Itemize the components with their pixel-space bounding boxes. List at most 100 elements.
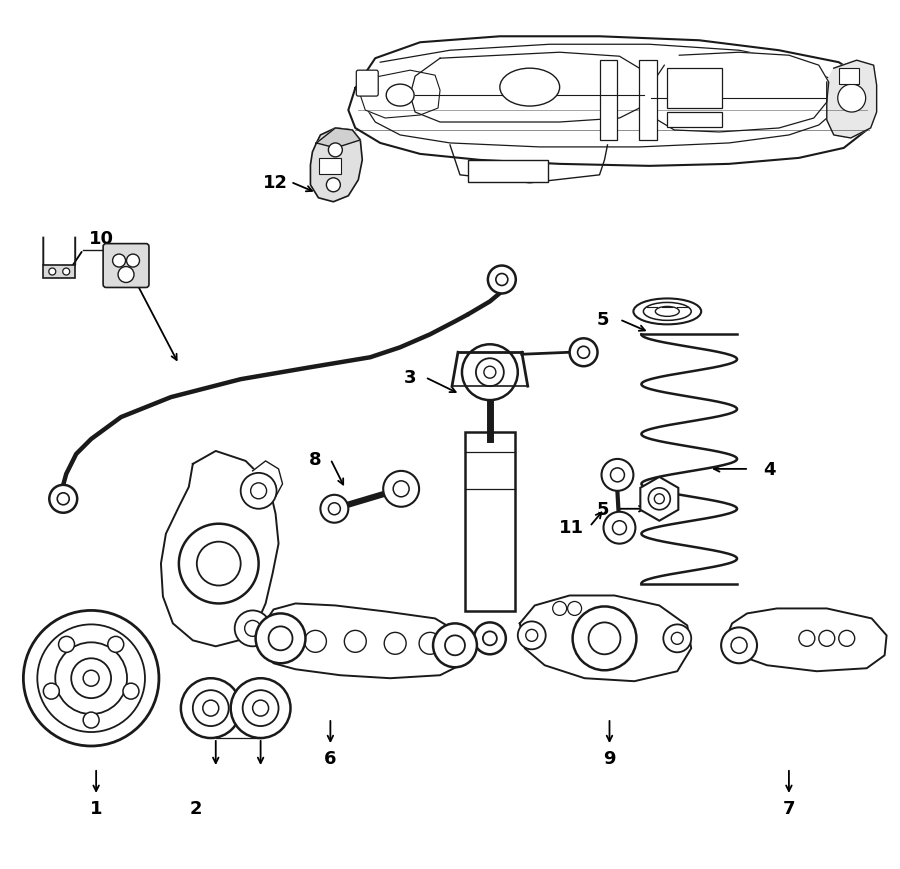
- Polygon shape: [827, 61, 877, 139]
- Circle shape: [256, 614, 305, 664]
- Circle shape: [721, 627, 757, 664]
- Circle shape: [328, 143, 342, 157]
- Circle shape: [108, 637, 123, 653]
- Bar: [839, 70, 859, 85]
- Polygon shape: [652, 53, 829, 133]
- Bar: [320, 159, 341, 175]
- Circle shape: [839, 631, 855, 647]
- Circle shape: [568, 601, 581, 616]
- Circle shape: [518, 621, 545, 649]
- Circle shape: [572, 607, 636, 671]
- Polygon shape: [266, 604, 465, 679]
- Circle shape: [613, 521, 626, 535]
- Text: 10: 10: [88, 229, 113, 248]
- Circle shape: [327, 179, 340, 193]
- Circle shape: [484, 367, 496, 379]
- Circle shape: [445, 635, 465, 655]
- Circle shape: [197, 542, 240, 586]
- Circle shape: [476, 359, 504, 387]
- Circle shape: [799, 631, 815, 647]
- Circle shape: [663, 625, 691, 653]
- Circle shape: [118, 268, 134, 283]
- Polygon shape: [360, 71, 440, 119]
- Circle shape: [654, 494, 664, 504]
- Polygon shape: [348, 37, 870, 167]
- Circle shape: [63, 269, 69, 275]
- Ellipse shape: [500, 70, 560, 107]
- Circle shape: [526, 630, 537, 641]
- Circle shape: [240, 474, 276, 509]
- Polygon shape: [640, 477, 679, 521]
- Bar: [465, 433, 515, 612]
- Text: 8: 8: [309, 450, 321, 468]
- Circle shape: [496, 275, 508, 286]
- Text: 3: 3: [404, 368, 417, 387]
- Circle shape: [604, 512, 635, 544]
- Circle shape: [58, 494, 69, 505]
- Circle shape: [610, 468, 625, 482]
- Text: 5: 5: [597, 501, 608, 518]
- Circle shape: [83, 713, 99, 728]
- Text: 2: 2: [190, 799, 203, 817]
- Circle shape: [838, 85, 866, 113]
- Circle shape: [320, 495, 348, 523]
- Circle shape: [483, 632, 497, 646]
- Circle shape: [37, 625, 145, 733]
- Circle shape: [123, 683, 139, 700]
- Circle shape: [71, 659, 111, 699]
- Circle shape: [393, 481, 410, 497]
- Circle shape: [55, 642, 127, 714]
- Polygon shape: [727, 609, 886, 672]
- FancyBboxPatch shape: [104, 244, 149, 289]
- Bar: [667, 70, 722, 109]
- Bar: [468, 161, 548, 182]
- Circle shape: [578, 347, 590, 359]
- Ellipse shape: [634, 299, 701, 325]
- Circle shape: [671, 633, 683, 645]
- Bar: [667, 113, 722, 128]
- Bar: [599, 61, 617, 141]
- Bar: [639, 61, 657, 141]
- Circle shape: [250, 483, 266, 499]
- Ellipse shape: [386, 85, 414, 107]
- Polygon shape: [161, 451, 278, 647]
- Circle shape: [235, 611, 271, 647]
- Circle shape: [731, 638, 747, 653]
- Circle shape: [589, 623, 620, 654]
- Circle shape: [648, 488, 670, 510]
- Circle shape: [345, 631, 366, 653]
- Text: 6: 6: [324, 749, 337, 767]
- Text: 12: 12: [263, 174, 288, 191]
- Circle shape: [419, 633, 441, 654]
- Circle shape: [488, 266, 516, 294]
- Circle shape: [384, 633, 406, 654]
- Circle shape: [181, 679, 240, 738]
- Text: 7: 7: [783, 799, 796, 817]
- Circle shape: [23, 611, 159, 746]
- Text: 1: 1: [90, 799, 103, 817]
- Circle shape: [304, 631, 327, 653]
- Circle shape: [462, 345, 517, 401]
- Circle shape: [328, 503, 340, 515]
- Text: 11: 11: [559, 518, 584, 536]
- Circle shape: [474, 623, 506, 654]
- Ellipse shape: [644, 303, 691, 321]
- Polygon shape: [253, 461, 283, 501]
- Circle shape: [179, 524, 258, 604]
- Polygon shape: [317, 129, 360, 149]
- Circle shape: [245, 620, 261, 637]
- Circle shape: [243, 690, 278, 726]
- Circle shape: [601, 460, 634, 491]
- Ellipse shape: [655, 307, 680, 317]
- Bar: [43, 265, 76, 279]
- Circle shape: [43, 683, 59, 700]
- Circle shape: [83, 671, 99, 687]
- Text: 5: 5: [597, 311, 608, 329]
- Circle shape: [193, 690, 229, 726]
- Polygon shape: [310, 129, 363, 202]
- Circle shape: [49, 269, 56, 275]
- Polygon shape: [410, 53, 644, 123]
- Circle shape: [433, 624, 477, 667]
- Text: 9: 9: [603, 749, 616, 767]
- Circle shape: [819, 631, 835, 647]
